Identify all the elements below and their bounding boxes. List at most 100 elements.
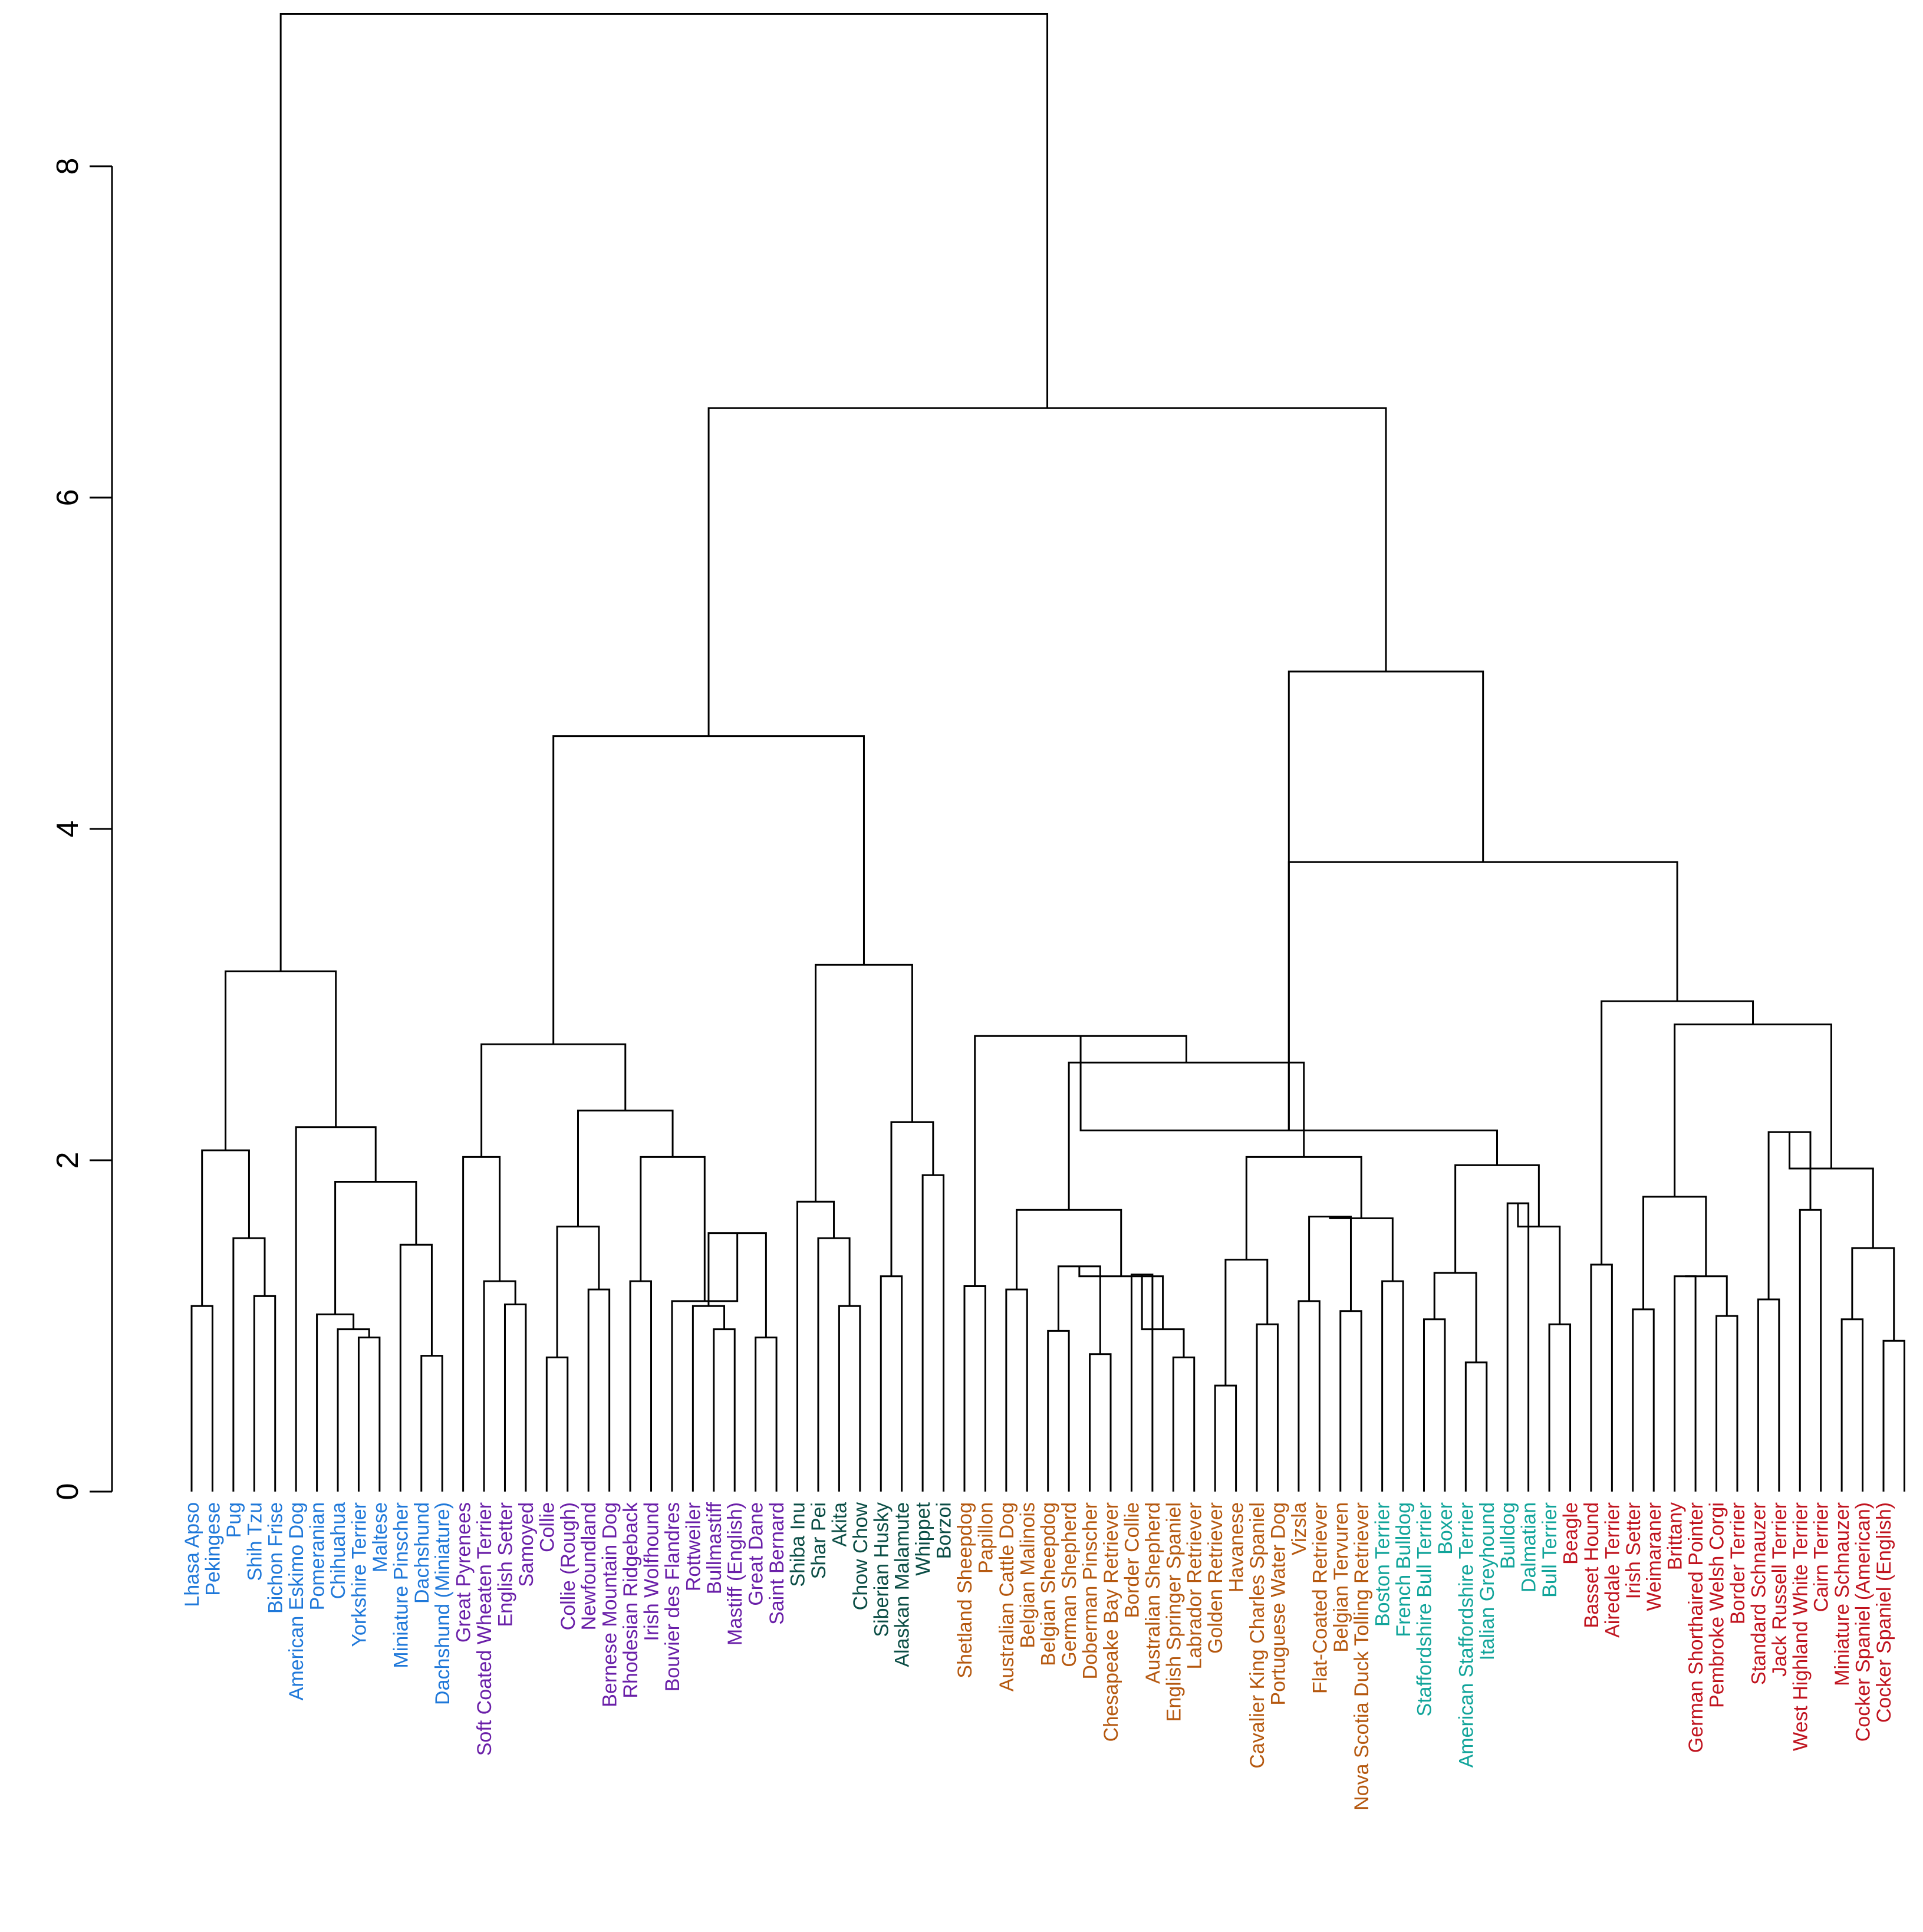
dendrogram-link — [225, 970, 337, 1151]
leaf-label: Italian Greyhound — [1476, 1502, 1499, 1660]
dendrogram-link — [707, 407, 1387, 736]
leaf-label: Collie (Rough) — [557, 1502, 579, 1630]
dendrogram-link — [640, 1156, 706, 1301]
dendrogram-link — [1256, 1323, 1279, 1492]
dendrogram-link — [334, 1181, 417, 1315]
leaf-label: Standard Schnauzer — [1747, 1502, 1770, 1685]
dendrogram-link — [316, 1313, 355, 1492]
dendrogram-link — [815, 963, 913, 1202]
leaf-label: Portuguese Water Dog — [1267, 1502, 1289, 1706]
leaf-label: Golden Retriever — [1204, 1502, 1227, 1654]
dendrogram-link — [1016, 1209, 1122, 1290]
leaf-label: Irish Wolfhound — [641, 1502, 663, 1641]
dendrogram-link — [629, 1280, 653, 1492]
leaf-label: German Shepherd — [1058, 1502, 1081, 1667]
dendrogram-link — [253, 1295, 276, 1492]
y-tick-label: 8 — [51, 158, 85, 175]
dendrogram-link — [1089, 1353, 1112, 1492]
leaf-label: Mastiff (English) — [724, 1502, 746, 1645]
leaf-label: Newfoundland — [578, 1502, 600, 1630]
leaf-label: Great Dane — [745, 1502, 768, 1606]
dendrogram-link — [1715, 1315, 1738, 1492]
leaf-label: Samoyed — [515, 1502, 538, 1587]
dendrogram-link — [577, 1110, 674, 1227]
leaf-label: Akita — [828, 1502, 851, 1547]
leaf-label: French Bulldog — [1392, 1502, 1415, 1637]
dendrogram-link — [1882, 1339, 1905, 1492]
leaf-label: Australian Shepherd — [1142, 1502, 1164, 1684]
dendrogram-link — [462, 1156, 501, 1492]
leaf-label: Doberman Pinscher — [1079, 1502, 1102, 1679]
dendrogram-link — [1057, 1265, 1101, 1354]
leaf-label: Shiba Inu — [787, 1502, 809, 1587]
dendrogram-link — [1288, 670, 1484, 1131]
leaf-label: Airedale Terrier — [1601, 1502, 1624, 1638]
leaf-label: Vizsla — [1288, 1502, 1310, 1555]
leaf-label: Cocker Spaniel (American) — [1852, 1502, 1875, 1742]
leaf-label: German Shorthaired Pointer — [1685, 1502, 1707, 1753]
dendrogram-link — [552, 735, 865, 1045]
y-tick-label: 0 — [51, 1483, 85, 1500]
leaf-label: English Setter — [494, 1502, 516, 1627]
leaf-label: Pekingese — [202, 1502, 224, 1596]
dendrogram-link — [1674, 1275, 1697, 1492]
leaf-label: Yorkshire Terrier — [348, 1502, 370, 1647]
dendrogram-link — [1840, 1318, 1864, 1492]
leaf-label: Boston Terrier — [1372, 1502, 1394, 1627]
y-tick-label: 2 — [51, 1152, 85, 1169]
dendrogram-link — [1298, 1300, 1321, 1492]
dendrogram-link — [1632, 1308, 1655, 1492]
leaf-label: Whippet — [912, 1502, 934, 1575]
dendrogram-link — [545, 1356, 569, 1492]
leaf-label: Pembroke Welsh Corgi — [1706, 1502, 1728, 1708]
leaf-label: Belgian Sheepdog — [1038, 1502, 1060, 1666]
leaf-label: Maltese — [369, 1502, 391, 1572]
leaf-label: Nova Scotia Duck Tolling Retriever — [1351, 1502, 1373, 1811]
dendrogram-link — [1288, 861, 1678, 1131]
dendrogram-link — [337, 1328, 370, 1492]
leaf-label: Siberian Husky — [870, 1502, 893, 1637]
dendrogram-link — [232, 1237, 266, 1492]
leaf-label: Saint Bernard — [766, 1502, 788, 1625]
leaf-label: Brittany — [1664, 1502, 1687, 1570]
leaf-label: Bernese Mountain Dog — [599, 1502, 621, 1707]
dendrogram-link — [1423, 1318, 1446, 1492]
dendrogram-link — [1381, 1280, 1404, 1492]
dendrogram-link — [838, 1305, 861, 1492]
leaf-label: Staffordshire Bull Terrier — [1413, 1502, 1435, 1716]
leaf-label: Cairn Terrier — [1810, 1502, 1833, 1612]
leaf-label: Cavalier King Charles Spaniel — [1246, 1502, 1269, 1769]
leaf-label: Dachshund (Miniature) — [432, 1502, 454, 1705]
y-axis: 0 2 4 6 8 — [51, 158, 113, 1500]
dendrogram-link — [483, 1280, 516, 1492]
leaf-label: Miniature Pinscher — [390, 1502, 412, 1668]
dendrogram-link — [279, 12, 1049, 972]
leaf-label: Havanese — [1226, 1502, 1248, 1592]
dendrogram-link — [755, 1337, 778, 1492]
leaf-label: Soft Coated Wheaten Terrier — [473, 1502, 496, 1756]
dendrogram-link — [587, 1288, 611, 1492]
dendrogram-link — [1674, 1023, 1832, 1197]
dendrogram-links — [190, 12, 1905, 1492]
dendrogram-link — [713, 1328, 736, 1492]
dendrogram-link — [1214, 1384, 1237, 1492]
dendrogram-link — [1454, 1164, 1540, 1273]
dendrogram-link — [1590, 1263, 1613, 1492]
leaf-label: Bull Terrier — [1539, 1502, 1561, 1598]
leaf-label: Dalmatian — [1518, 1502, 1540, 1592]
leaf-label: Australian Cattle Dog — [996, 1502, 1018, 1691]
leaf-label: Flat-Coated Retriever — [1309, 1502, 1331, 1694]
dendrogram-link — [1339, 1310, 1362, 1492]
dendrogram-link — [1047, 1329, 1070, 1492]
leaf-label: Irish Setter — [1622, 1502, 1645, 1599]
dendrogram-link — [1548, 1323, 1572, 1492]
dendrogram-link — [963, 1285, 986, 1492]
dendrogram-link — [556, 1225, 600, 1358]
dendrogram-link — [1464, 1361, 1488, 1492]
dendrogram-link — [1224, 1259, 1269, 1386]
leaf-label: Miniature Schnauzer — [1831, 1502, 1853, 1686]
leaf-label: Bouvier des Flandres — [661, 1502, 684, 1691]
leaf-label: English Springer Spaniel — [1163, 1502, 1185, 1722]
dendrogram-link — [1851, 1247, 1895, 1341]
dendrogram-link — [1757, 1298, 1780, 1492]
